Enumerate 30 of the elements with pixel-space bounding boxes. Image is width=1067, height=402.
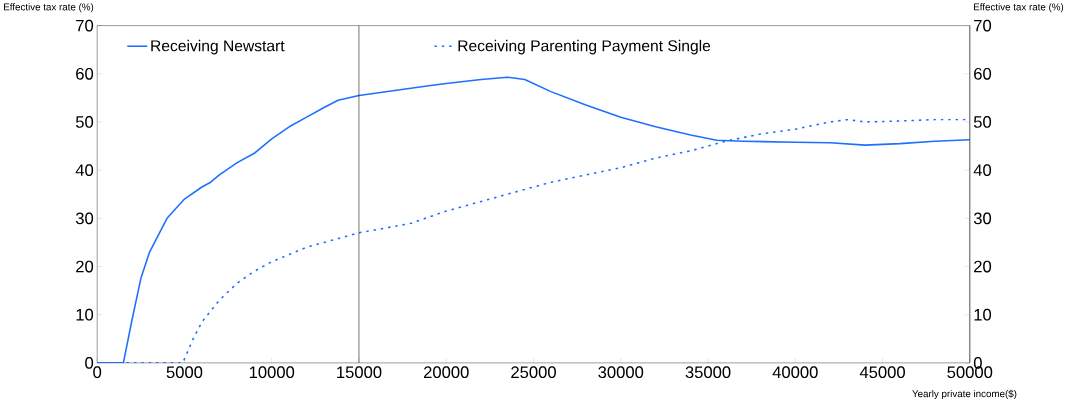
x-tick-label: 35000 xyxy=(685,366,731,378)
x-tick-label: 45000 xyxy=(859,366,905,378)
x-tick-label: 40000 xyxy=(772,366,818,378)
y2-tick-label: 40 xyxy=(973,164,992,176)
y2-tick-label: 20 xyxy=(974,260,992,273)
x-tick-label: 15000 xyxy=(337,366,382,378)
x-tick-label: 0 xyxy=(93,366,102,378)
y2-tick-label: 70 xyxy=(974,19,992,32)
x-axis-title: Yearly private income($) xyxy=(912,389,1017,399)
y-tick-label: 50 xyxy=(75,115,94,128)
legend-label: Receiving Parenting Payment Single xyxy=(458,39,711,55)
y-axis-title: Effective tax rate (%) xyxy=(4,3,94,13)
legend-label: Receiving Newstart xyxy=(151,39,285,55)
y2-tick-label: 30 xyxy=(973,212,992,225)
x-tick-label: 10000 xyxy=(249,366,295,378)
y2-tick-label: 60 xyxy=(974,67,992,80)
x-tick-label: 25000 xyxy=(511,366,556,378)
y-tick-label: 0 xyxy=(85,356,94,369)
y2-tick-label: 10 xyxy=(974,308,992,321)
y-tick-label: 70 xyxy=(76,19,94,32)
y2-tick-label: 50 xyxy=(973,115,992,128)
x-tick-label: 20000 xyxy=(424,366,469,378)
y-tick-label: 60 xyxy=(76,67,94,80)
y-tick-label: 40 xyxy=(75,164,94,176)
y-tick-label: 30 xyxy=(75,212,94,225)
y2-axis-title: Effective tax rate (%) xyxy=(974,3,1064,13)
x-tick-label: 30000 xyxy=(598,366,644,378)
y-tick-label: 10 xyxy=(76,308,94,321)
y-tick-label: 20 xyxy=(76,260,94,273)
x-tick-label: 5000 xyxy=(166,366,203,378)
